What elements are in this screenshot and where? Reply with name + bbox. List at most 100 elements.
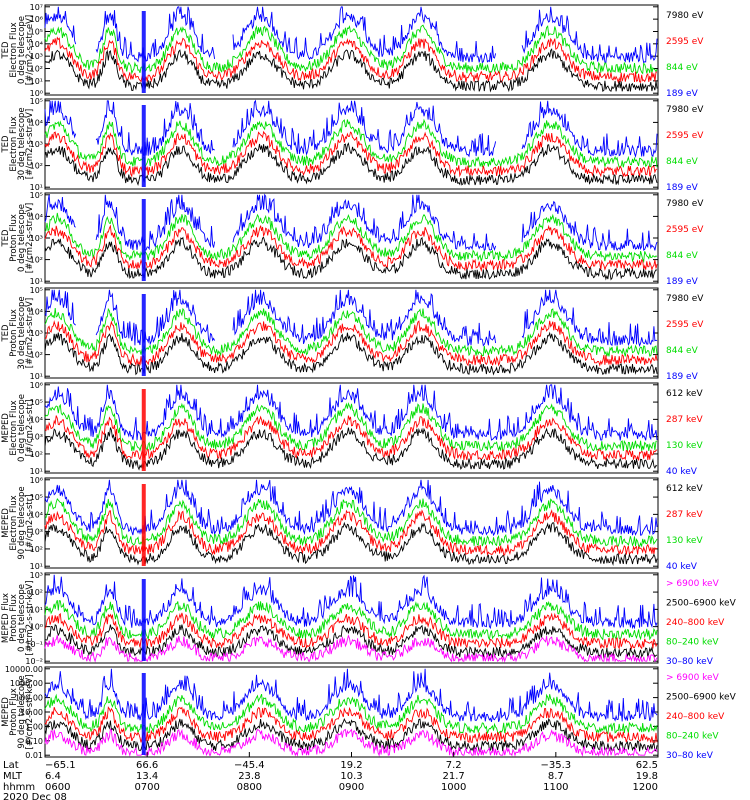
legend-entry: 30–80 keV bbox=[666, 751, 714, 761]
series-line bbox=[44, 36, 657, 84]
y-tick-label: 10¹ bbox=[30, 467, 43, 476]
x-tick-label-lat: 7.2 bbox=[446, 760, 462, 771]
legend-entry: 612 keV bbox=[666, 389, 703, 399]
legend-entry: 80–240 keV bbox=[666, 638, 719, 648]
y-tick-label: 0.10 bbox=[25, 737, 43, 746]
x-row-label-lat: Lat bbox=[3, 760, 19, 771]
series-line bbox=[44, 224, 658, 273]
series-line bbox=[232, 99, 497, 158]
spike-mark bbox=[141, 294, 146, 376]
series-2595-ev bbox=[45, 320, 658, 367]
y-axis-label: 0 deg telescope bbox=[17, 204, 27, 272]
legend-entry: > 6900 keV bbox=[666, 579, 720, 589]
legend-entry: 189 eV bbox=[666, 277, 699, 287]
series-2500-6900-kev bbox=[44, 623, 658, 659]
series-7980-ev bbox=[44, 331, 658, 376]
y-axis-label: 0 deg telescope bbox=[17, 584, 27, 652]
x-tick-label-hhmm: 0800 bbox=[237, 782, 262, 793]
series-line bbox=[44, 521, 658, 566]
y-tick-label: 10⁵ bbox=[30, 286, 43, 295]
series-130-kev bbox=[44, 497, 658, 548]
y-axis-label: MEPED Flux bbox=[1, 593, 11, 643]
series-line bbox=[44, 289, 76, 326]
y-axis-label: 30 deg telescope bbox=[17, 107, 27, 180]
series-844-ev bbox=[44, 24, 658, 75]
series-line bbox=[44, 479, 658, 537]
x-tick-label-hhmm: 0900 bbox=[339, 782, 364, 793]
spike-mark bbox=[141, 105, 146, 187]
series-7980-ev bbox=[44, 142, 658, 187]
series-844-ev bbox=[44, 212, 658, 263]
y-axis-label: TED bbox=[1, 324, 11, 343]
y-axis-label: 0 deg telescope bbox=[17, 394, 27, 462]
y-tick-label: 10⁴ bbox=[30, 510, 43, 519]
y-tick-label: 10³ bbox=[30, 571, 43, 580]
spike-mark bbox=[141, 484, 146, 566]
series-line bbox=[44, 24, 658, 75]
legend-entry: 189 eV bbox=[666, 183, 699, 193]
y-axis-label: 30 deg telescope bbox=[17, 296, 27, 369]
y-tick-label: 10³ bbox=[30, 329, 43, 338]
y-axis-label: Electron Flux bbox=[9, 495, 19, 550]
series-line bbox=[95, 194, 216, 251]
series-line bbox=[44, 6, 77, 45]
y-axis-label: [#/cm2-s-str-keV] bbox=[25, 675, 35, 750]
series-line bbox=[44, 384, 658, 441]
legend-entry: 240–800 keV bbox=[666, 712, 725, 722]
legend-entry: > 6900 keV bbox=[666, 673, 720, 683]
y-tick-label: 10² bbox=[30, 162, 43, 171]
legend-entry: 2500–6900 keV bbox=[666, 599, 737, 609]
series-844-ev bbox=[44, 307, 658, 357]
series-line bbox=[44, 574, 658, 630]
y-tick-label: 10⁻¹ bbox=[25, 640, 43, 649]
series-40-kev bbox=[44, 479, 658, 537]
y-tick-label: 10² bbox=[30, 256, 43, 265]
y-tick-label: 10² bbox=[30, 65, 43, 74]
y-tick-label: 10.00 bbox=[20, 708, 43, 717]
series-line bbox=[44, 668, 658, 722]
y-tick-label: 10⁶ bbox=[30, 15, 43, 24]
legend-entry: 844 eV bbox=[666, 63, 699, 73]
series-2500-6900-kev bbox=[44, 717, 658, 753]
legend-entry: 30–80 keV bbox=[666, 657, 714, 667]
series--6900-kev bbox=[44, 634, 658, 663]
y-axis-label: [#/cm2-s-str-keV] bbox=[25, 581, 35, 656]
y-axis-label: TED bbox=[1, 41, 11, 60]
x-tick-label-mlt: 13.4 bbox=[136, 771, 158, 782]
x-tick-label-lat: −35.3 bbox=[541, 760, 572, 771]
legend-entry: 80–240 keV bbox=[666, 732, 719, 742]
x-tick-label-hhmm: 0600 bbox=[45, 782, 70, 793]
series-189-ev bbox=[44, 99, 658, 158]
series-80-240-kev bbox=[44, 600, 658, 642]
y-tick-label: 10² bbox=[30, 545, 43, 554]
y-axis-label: [#/cm2-s-str-eV] bbox=[25, 15, 35, 85]
y-tick-label: 10000.00 bbox=[5, 665, 43, 674]
y-tick-label: 10⁵ bbox=[30, 398, 43, 407]
series-line bbox=[44, 118, 658, 169]
y-tick-label: 10¹ bbox=[30, 562, 43, 571]
x-row-label-hhmm: hhmm bbox=[3, 782, 35, 793]
series-line bbox=[521, 6, 658, 64]
legend-entry: 2595 eV bbox=[666, 225, 704, 235]
y-tick-label: 10⁰ bbox=[30, 623, 43, 632]
series-line bbox=[44, 130, 658, 178]
legend-entry: 7980 eV bbox=[666, 105, 704, 115]
y-tick-label: 10³ bbox=[30, 140, 43, 149]
y-tick-label: 10¹ bbox=[30, 183, 43, 192]
legend-entry: 7980 eV bbox=[666, 199, 704, 209]
series-line bbox=[44, 236, 658, 281]
y-tick-label: 10¹ bbox=[30, 605, 43, 614]
series-30-80-kev bbox=[44, 574, 658, 630]
series-line bbox=[44, 693, 658, 735]
series-612-kev bbox=[44, 521, 658, 566]
series-189-ev bbox=[44, 289, 658, 347]
series-line bbox=[44, 331, 658, 376]
y-tick-label: 10⁵ bbox=[30, 493, 43, 502]
panel-meped-p-90: 0.01 0.10 1.00 10.00 100.00 1000.00 10000.00 ME… bbox=[1, 665, 737, 761]
x-tick-label-lat: −65.1 bbox=[45, 760, 76, 771]
series-2595-ev bbox=[44, 130, 658, 178]
